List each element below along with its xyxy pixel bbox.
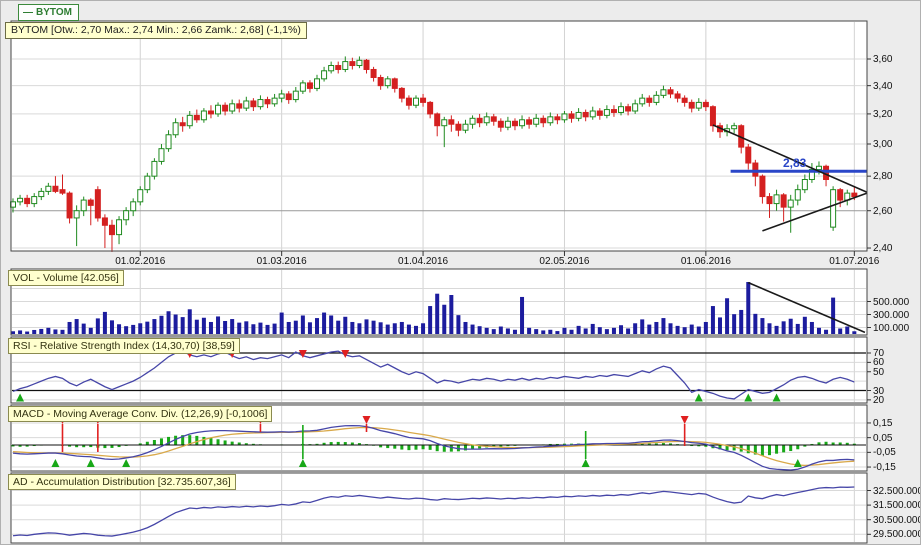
volume-y-axis: [867, 301, 871, 328]
date-axis-label: 01.06.2016: [680, 256, 731, 267]
ad-grid: [12, 490, 866, 535]
price-panel-border: [10, 20, 868, 252]
ad-y-axis: [867, 490, 871, 535]
volume-y-axis-label: 500.000: [873, 296, 910, 308]
macd-panel-title: MACD - Moving Average Conv. Div. (12,26,…: [8, 406, 273, 422]
series-line-swatch: —: [23, 7, 33, 18]
volume-y-axis-label: 100.000: [873, 322, 910, 334]
price-y-axis-label: 2,80: [873, 171, 893, 183]
date-axis-label: 01.04.2016: [398, 256, 449, 267]
date-axis: [139, 251, 855, 256]
macd-signal-line: [12, 426, 855, 467]
series-legend-label: BYTOM: [36, 7, 72, 18]
ad-y-axis-label: 32.500.000: [873, 485, 921, 497]
rsi-grid: [12, 352, 866, 401]
volume-trendline: [747, 281, 866, 334]
ohlc-info-box: BYTOM [Otw.: 2,70 Max.: 2,74 Min.: 2,66 …: [5, 22, 307, 39]
volume-panel-title: VOL - Volume [42.056]: [8, 270, 124, 286]
rsi-y-axis: [867, 352, 871, 401]
price-y-axis: [867, 58, 871, 249]
macd-y-axis: [867, 422, 871, 468]
rsi-y-axis-label: 20: [873, 394, 885, 406]
rsi-panel-border: [10, 336, 868, 404]
rsi-line: [12, 350, 855, 400]
macd-y-axis-label: 0,15: [873, 417, 893, 429]
date-axis-label: 01.02.2016: [115, 256, 166, 267]
macd-line: [12, 424, 855, 471]
ad-panel-border: [10, 472, 868, 544]
price-y-axis-label: 2,60: [873, 205, 893, 217]
rsi-y-axis-label: 50: [873, 366, 885, 378]
price-alert-label[interactable]: 2,83: [783, 156, 807, 170]
rsi-y-axis-label: 70: [873, 348, 885, 359]
price-y-axis-label: 3,40: [873, 80, 893, 92]
ad-y-axis-label: 30.500.000: [873, 514, 921, 526]
series-legend[interactable]: — BYTOM: [18, 4, 79, 21]
ohlc-info-text: BYTOM [Otw.: 2,70 Max.: 2,74 Min.: 2,66 …: [11, 24, 301, 36]
price-y-axis-label: 3,20: [873, 108, 893, 120]
rsi-panel-title: RSI - Relative Strength Index (14,30,70)…: [8, 338, 240, 354]
price-y-axis-label: 3,00: [873, 138, 893, 150]
volume-y-axis-label: 300.000: [873, 309, 910, 321]
price-y-axis-label: 2,40: [873, 243, 893, 255]
date-axis-label: 01.03.2016: [256, 256, 307, 267]
date-axis-label: 02.05.2016: [539, 256, 590, 267]
price-annotations: [712, 124, 868, 232]
ad-y-axis-label: 29.500.000: [873, 529, 921, 541]
macd-y-axis-label: 0,05: [873, 432, 893, 444]
date-axis-label: 01.07.2016: [829, 256, 880, 267]
candles-layer: [10, 56, 858, 252]
ad-y-axis-label: 31.500.000: [873, 500, 921, 512]
macd-y-axis-label: -0,05: [873, 447, 896, 459]
ad-line: [12, 486, 855, 537]
rsi-y-axis-label: 60: [873, 357, 885, 369]
macd-y-axis-label: -0,15: [873, 462, 896, 474]
rsi-y-axis-label: 30: [873, 385, 885, 397]
ad-panel-title: AD - Accumulation Distribution [32.735.6…: [8, 474, 236, 490]
volume-bars: [11, 282, 857, 334]
price-y-axis-label: 3,60: [873, 54, 893, 65]
